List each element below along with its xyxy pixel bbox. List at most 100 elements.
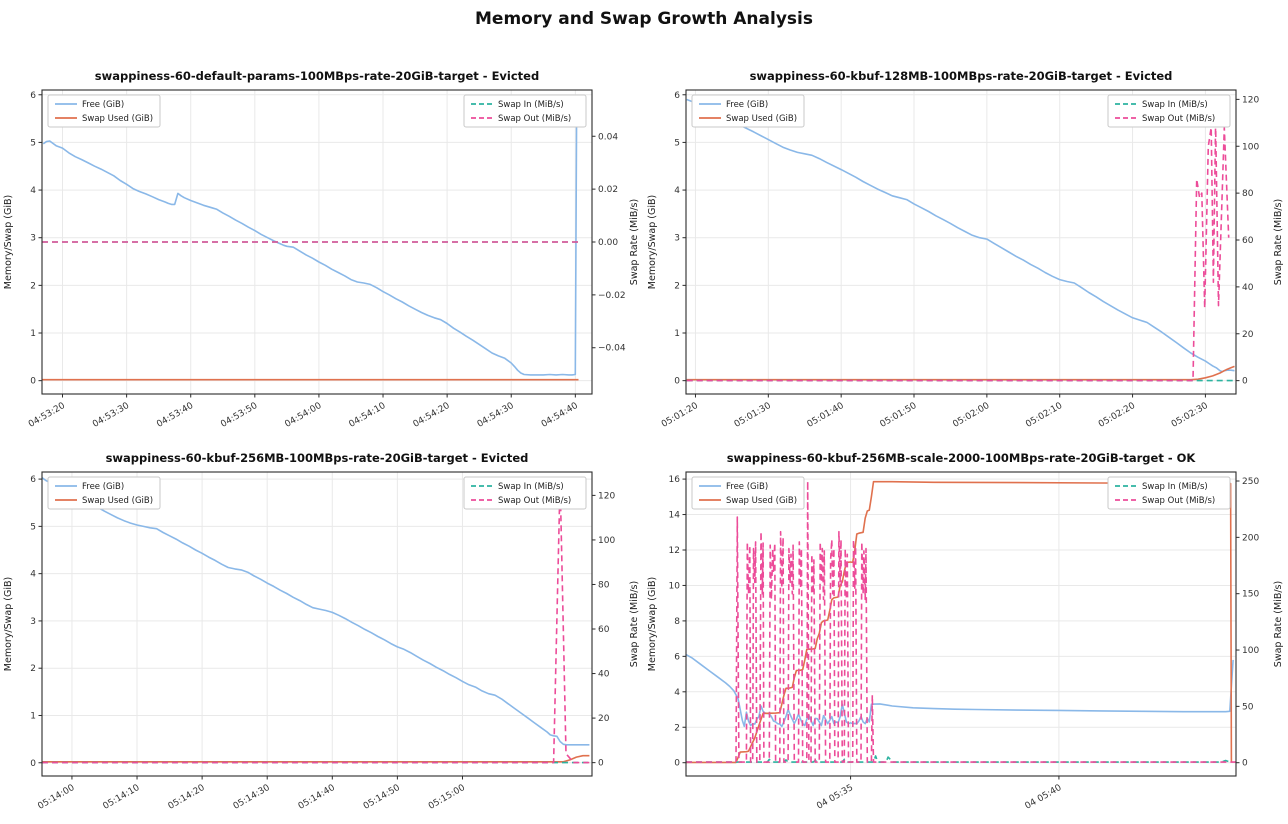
svg-text:Swap In (MiB/s): Swap In (MiB/s)	[498, 100, 564, 110]
svg-text:−0.02: −0.02	[598, 291, 626, 301]
svg-text:0.02: 0.02	[598, 185, 618, 195]
svg-text:16: 16	[669, 475, 681, 485]
svg-text:2: 2	[674, 281, 680, 291]
svg-text:0: 0	[674, 759, 680, 769]
svg-text:150: 150	[1242, 590, 1259, 600]
svg-text:100: 100	[598, 536, 615, 546]
series-free-gib	[685, 653, 1234, 728]
svg-text:Free (GiB): Free (GiB)	[82, 100, 124, 110]
gridlines	[686, 472, 1236, 776]
svg-text:0: 0	[674, 377, 680, 387]
svg-text:Swap Out (MiB/s): Swap Out (MiB/s)	[1142, 114, 1215, 124]
series-free-gib	[42, 116, 578, 376]
svg-text:5: 5	[674, 138, 680, 148]
svg-text:2: 2	[674, 723, 680, 733]
svg-text:0.00: 0.00	[598, 238, 618, 248]
svg-text:6: 6	[674, 91, 680, 101]
svg-text:10: 10	[669, 581, 681, 591]
x-axis: 04 05:35 04 05:40	[815, 776, 1064, 812]
svg-text:80: 80	[598, 580, 610, 590]
svg-text:3: 3	[674, 234, 680, 244]
subplot-title: swappiness-60-kbuf-128MB-100MBps-rate-20…	[750, 69, 1173, 83]
svg-text:2: 2	[30, 281, 36, 291]
svg-text:05:02:30: 05:02:30	[1170, 401, 1210, 430]
subplot-default-params: 0 1 2 3 4 5 6 −0.04 −0.02 0.00 0.02 0.04 04:53:20 04:…	[0, 60, 644, 442]
subplot-title: swappiness-60-kbuf-256MB-scale-2000-100M…	[727, 451, 1197, 465]
svg-text:Swap Used (GiB): Swap Used (GiB)	[82, 114, 153, 124]
svg-text:05:15:00: 05:15:00	[427, 783, 467, 812]
figure-title: Memory and Swap Growth Analysis	[475, 9, 813, 29]
right-axis: 0 20 40 60 80 100 120	[592, 491, 615, 769]
svg-text:Swap Used (GiB): Swap Used (GiB)	[726, 114, 797, 124]
left-axis: 0 1 2 3 4 5 6	[30, 91, 42, 387]
svg-text:05:02:20: 05:02:20	[1097, 401, 1137, 430]
svg-text:6: 6	[30, 475, 36, 485]
svg-text:05:01:20: 05:01:20	[660, 401, 700, 430]
svg-text:05:14:00: 05:14:00	[36, 783, 76, 812]
ylabel-left: Memory/Swap (GiB)	[647, 195, 658, 289]
svg-text:1: 1	[30, 329, 36, 339]
x-axis: 04:53:20 04:53:30 04:53:40 04:53:50 04:54:00…	[27, 394, 580, 430]
svg-text:0: 0	[30, 759, 36, 769]
svg-text:−0.04: −0.04	[598, 344, 626, 354]
svg-text:Swap In (MiB/s): Swap In (MiB/s)	[498, 482, 564, 492]
subplot-kbuf-256mb-scale-2000: 0 2 4 6 8 10 12 14 16 0 50 100 150 200 250 04 05:35 04 0…	[644, 442, 1288, 824]
series-swap-out-mib-s	[42, 478, 590, 764]
svg-text:05:01:30: 05:01:30	[733, 401, 773, 430]
subplot-kbuf-128mb: 0 1 2 3 4 5 6 0 20 40 60 80 100 120 05:01:20 05:01:30 05…	[644, 60, 1288, 442]
series-swap-used-gib	[686, 480, 1233, 764]
svg-text:40: 40	[598, 670, 610, 680]
svg-text:4: 4	[30, 186, 36, 196]
right-axis: 0 50 100 150 200 250	[1236, 477, 1259, 769]
svg-text:05:14:40: 05:14:40	[297, 783, 337, 812]
svg-text:04:53:40: 04:53:40	[155, 401, 195, 430]
svg-text:50: 50	[1242, 702, 1254, 712]
svg-text:05:14:10: 05:14:10	[102, 783, 142, 812]
plot-border	[685, 471, 1237, 777]
series-swap-out-mib-s	[686, 121, 1230, 382]
svg-text:05:14:50: 05:14:50	[362, 783, 402, 812]
svg-text:Swap Used (GiB): Swap Used (GiB)	[726, 496, 797, 506]
ylabel-right: Swap Rate (MiB/s)	[629, 199, 640, 285]
svg-text:05:14:20: 05:14:20	[167, 783, 207, 812]
right-axis: −0.04 −0.02 0.00 0.02 0.04	[592, 132, 626, 354]
svg-text:5: 5	[30, 138, 36, 148]
series-free-gib	[686, 98, 1235, 373]
svg-text:250: 250	[1242, 477, 1259, 487]
subplot-title: swappiness-60-default-params-100MBps-rat…	[95, 69, 539, 83]
svg-text:0: 0	[598, 759, 604, 769]
svg-text:5: 5	[30, 522, 36, 532]
series-swap-used-gib	[42, 754, 590, 763]
svg-text:2: 2	[30, 664, 36, 674]
svg-text:6: 6	[30, 91, 36, 101]
legend-swap: Swap In (MiB/s) Swap Out (MiB/s)	[1107, 476, 1231, 510]
left-axis: 0 1 2 3 4 5 6	[674, 91, 686, 387]
plot-border	[41, 471, 593, 777]
svg-text:60: 60	[598, 625, 610, 635]
svg-text:0: 0	[1242, 377, 1248, 387]
ylabel-left: Memory/Swap (GiB)	[3, 577, 14, 671]
series-swap-out-mib-s	[686, 480, 1236, 763]
svg-text:4: 4	[674, 688, 680, 698]
svg-text:Swap Used (GiB): Swap Used (GiB)	[82, 496, 153, 506]
series-free-gib	[41, 477, 590, 746]
svg-text:6: 6	[674, 652, 680, 662]
svg-text:04:54:10: 04:54:10	[348, 401, 388, 430]
svg-text:04:53:20: 04:53:20	[27, 401, 67, 430]
svg-text:8: 8	[674, 617, 680, 627]
svg-text:Free (GiB): Free (GiB)	[82, 482, 124, 492]
svg-text:05:01:50: 05:01:50	[879, 401, 919, 430]
svg-text:120: 120	[1242, 95, 1259, 105]
svg-text:Free (GiB): Free (GiB)	[726, 482, 768, 492]
svg-text:80: 80	[1242, 189, 1254, 199]
svg-text:1: 1	[674, 329, 680, 339]
left-axis: 0 1 2 3 4 5 6	[30, 475, 42, 769]
svg-text:4: 4	[674, 186, 680, 196]
x-axis: 05:01:20 05:01:30 05:01:40 05:01:50 05:02:00…	[660, 394, 1210, 430]
svg-text:20: 20	[1242, 330, 1254, 340]
series-swap-in-mib-s	[686, 755, 1231, 763]
